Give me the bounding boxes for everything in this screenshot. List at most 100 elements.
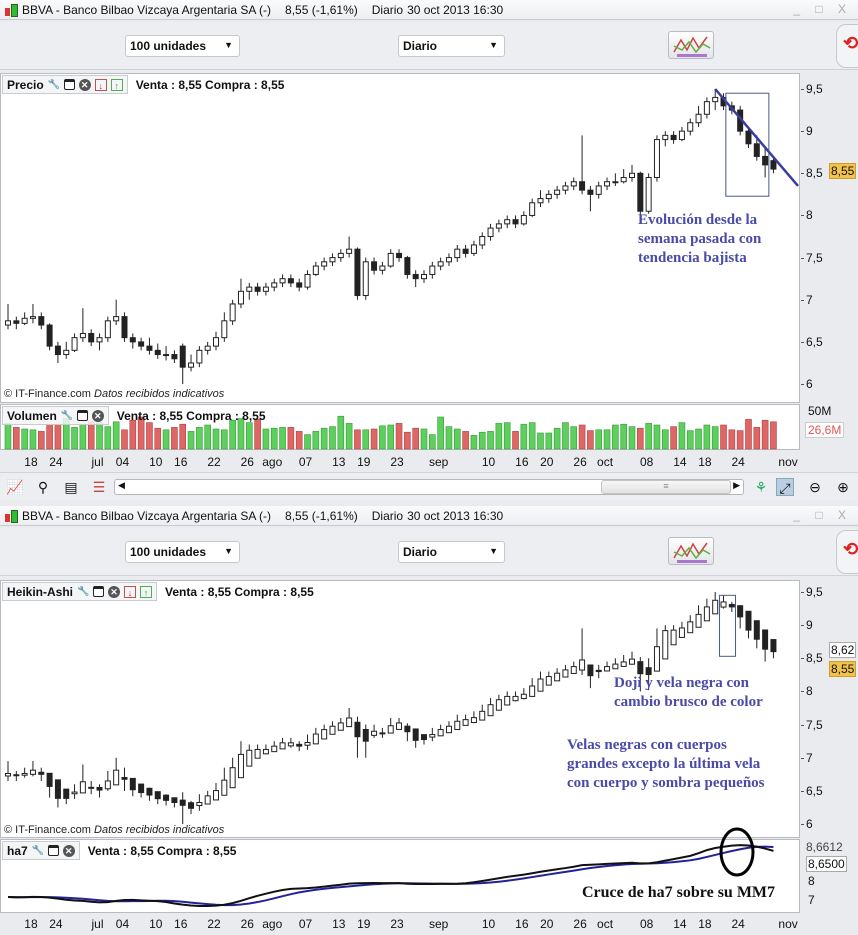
candle bbox=[188, 354, 195, 372]
candle bbox=[379, 261, 386, 275]
close-icon[interactable]: ✕ bbox=[62, 844, 75, 857]
units-select[interactable]: 100 unidades ▼ bbox=[125, 541, 240, 563]
volume-bar bbox=[703, 424, 711, 450]
window-icon[interactable] bbox=[63, 79, 75, 90]
wrench-icon[interactable]: 🔧 bbox=[31, 844, 44, 856]
cursor-icon[interactable]: ⚲ bbox=[37, 479, 49, 495]
candle-body bbox=[670, 134, 677, 141]
candle-body bbox=[204, 345, 211, 351]
layers-icon[interactable]: ☰ bbox=[92, 479, 106, 495]
candle bbox=[354, 247, 361, 300]
candle-body bbox=[462, 248, 469, 254]
candle bbox=[262, 282, 269, 296]
volume-bar bbox=[387, 424, 395, 450]
zoom-out-icon[interactable]: ⊖ bbox=[809, 479, 821, 495]
volume-bar bbox=[620, 423, 627, 450]
chart-type-icon[interactable]: 📈 bbox=[6, 479, 24, 495]
window-icon[interactable] bbox=[93, 586, 105, 597]
candle bbox=[121, 767, 128, 791]
candle-body bbox=[487, 704, 494, 717]
candle bbox=[129, 333, 136, 349]
candle bbox=[462, 714, 469, 726]
interval-select[interactable]: Diario ▼ bbox=[398, 35, 505, 57]
volume-bar bbox=[503, 422, 511, 450]
candle-body bbox=[196, 802, 203, 807]
wrench-icon[interactable]: 🔧 bbox=[60, 409, 73, 421]
candle-body bbox=[537, 678, 544, 692]
candle-body bbox=[104, 780, 111, 790]
zoom-in-icon[interactable]: ⊕ bbox=[837, 479, 849, 495]
window-controls[interactable]: _ □ X bbox=[793, 508, 852, 522]
indicators-icon bbox=[673, 36, 711, 57]
candle bbox=[462, 244, 469, 258]
volume-bar bbox=[221, 429, 228, 450]
move-up-icon[interactable]: ↑ bbox=[140, 585, 153, 598]
candle-body bbox=[304, 273, 311, 288]
move-down-icon[interactable]: ↓ bbox=[124, 585, 137, 598]
candle-body bbox=[113, 769, 120, 786]
units-select[interactable]: 100 unidades ▼ bbox=[125, 35, 240, 57]
move-up-icon[interactable]: ↑ bbox=[110, 78, 123, 91]
move-down-icon[interactable]: ↓ bbox=[94, 78, 107, 91]
y-tick-label: 8,5 bbox=[801, 166, 823, 181]
candle bbox=[454, 714, 461, 730]
candle bbox=[429, 261, 436, 279]
ha7-panel: ha7 🔧 ✕ Venta : 8,55 Compra : 8,55 Cruce… bbox=[0, 827, 858, 913]
close-icon[interactable]: ✕ bbox=[91, 409, 104, 422]
candle bbox=[604, 177, 611, 191]
scroll-left-arrow[interactable]: ◀ bbox=[118, 480, 125, 490]
x-tick-label: 26 bbox=[240, 455, 254, 469]
candle-body bbox=[88, 786, 95, 789]
auto-zoom-icon[interactable]: ⤢ bbox=[776, 478, 794, 496]
candle-body bbox=[79, 781, 86, 794]
refresh-button[interactable]: ⟲ bbox=[836, 530, 858, 574]
price-plot[interactable] bbox=[0, 73, 800, 403]
volume-bar bbox=[287, 427, 295, 450]
candle bbox=[695, 105, 702, 127]
candle-body bbox=[337, 252, 344, 259]
close-icon[interactable]: ✕ bbox=[78, 78, 91, 91]
units-value: 100 unidades bbox=[130, 39, 207, 53]
candle bbox=[46, 772, 53, 798]
window-controls[interactable]: _ □ X bbox=[793, 2, 852, 16]
candle-body bbox=[404, 725, 411, 733]
volume-bar bbox=[595, 429, 603, 450]
chevron-down-icon: ▼ bbox=[224, 546, 233, 556]
x-tick-label: 22 bbox=[207, 455, 221, 469]
volume-bar bbox=[695, 428, 702, 450]
panel-label: Volumen bbox=[7, 408, 57, 423]
candle bbox=[104, 316, 111, 342]
interval-select[interactable]: Diario ▼ bbox=[398, 541, 505, 563]
highlight-box bbox=[725, 92, 770, 197]
indicators-button[interactable] bbox=[668, 537, 714, 565]
data-table-icon[interactable]: ▤ bbox=[64, 479, 78, 495]
fit-icon[interactable]: ⚘ bbox=[754, 479, 768, 495]
candle-body bbox=[570, 181, 577, 187]
refresh-button[interactable]: ⟲ bbox=[836, 24, 858, 68]
volume-bar bbox=[495, 423, 503, 450]
horizontal-scrollbar[interactable]: ◀ ≡ ▶ bbox=[114, 479, 744, 495]
candle-body bbox=[237, 753, 244, 779]
candle bbox=[712, 89, 719, 111]
chevron-down-icon: ▼ bbox=[489, 546, 498, 556]
candle-body bbox=[312, 265, 319, 275]
candle-body bbox=[504, 695, 511, 706]
indicators-button[interactable] bbox=[668, 31, 714, 59]
scroll-thumb[interactable]: ≡ bbox=[601, 480, 731, 494]
candle-body bbox=[229, 767, 236, 789]
scroll-right-arrow[interactable]: ▶ bbox=[733, 480, 740, 490]
heikin-ashi-plot[interactable] bbox=[0, 580, 800, 838]
candle bbox=[653, 628, 660, 672]
window-icon[interactable] bbox=[47, 845, 59, 856]
wrench-icon[interactable]: 🔧 bbox=[77, 585, 90, 597]
candle-body bbox=[579, 659, 586, 671]
candle-body bbox=[71, 791, 78, 795]
candle-body bbox=[337, 722, 344, 731]
close-icon[interactable]: ✕ bbox=[108, 585, 121, 598]
candle-body bbox=[412, 728, 419, 741]
window-icon[interactable] bbox=[76, 410, 88, 421]
candle-body bbox=[104, 320, 111, 339]
volume-bar bbox=[545, 432, 553, 450]
candle-body bbox=[637, 172, 644, 212]
wrench-icon[interactable]: 🔧 bbox=[47, 78, 60, 90]
